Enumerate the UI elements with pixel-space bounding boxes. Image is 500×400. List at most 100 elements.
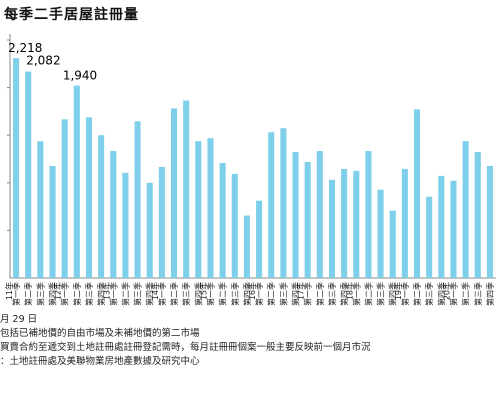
- x-tick-label: 第三季: [133, 282, 143, 306]
- bar: [256, 200, 263, 278]
- x-year-label: 18年: [344, 282, 354, 300]
- bar: [353, 170, 360, 278]
- note-line-3: ：土地註冊處及美聯物業房地產數據及研究中心: [0, 356, 200, 367]
- bar: [158, 166, 165, 278]
- x-tick-label: 第一季: [108, 282, 118, 306]
- x-tick-label: 第四季: [388, 282, 398, 306]
- x-tick-label: 第三季: [278, 282, 288, 306]
- bar: [37, 141, 44, 278]
- x-tick-label: 第三季: [327, 282, 337, 306]
- x-tick-label: 第一季: [351, 282, 361, 306]
- x-tick-label: 第一季: [303, 282, 313, 306]
- data-label: 2,218: [8, 41, 42, 55]
- bar: [280, 128, 287, 278]
- bar: [365, 151, 372, 278]
- bar: [219, 162, 226, 278]
- x-tick-label: 第三季: [230, 282, 240, 306]
- bar: [98, 135, 105, 278]
- x-tick-label: 第四季: [48, 282, 58, 306]
- x-tick-label: 第四季: [485, 282, 495, 306]
- x-tick-label: 第二季: [218, 282, 228, 306]
- bar: [486, 165, 493, 278]
- x-tick-label: 第四季: [436, 282, 446, 306]
- x-tick-label: 第二季: [412, 282, 422, 306]
- x-year-label: 16年: [247, 282, 257, 300]
- bar: [25, 71, 32, 278]
- x-tick-label: 第三季: [473, 282, 483, 306]
- x-tick-label: 第二季: [120, 282, 130, 306]
- bar: [462, 141, 469, 278]
- bar: [85, 117, 93, 278]
- x-tick-label: 第二季: [169, 282, 179, 306]
- x-tick-label: 第四季: [145, 282, 155, 306]
- x-tick-label: 第四季: [193, 282, 203, 306]
- bar: [243, 215, 250, 278]
- note-line-1: 包括已補地價的自由市場及未補地價的第二市場: [0, 328, 200, 339]
- data-label: 1,940: [63, 69, 97, 83]
- x-year-label: 11年: [4, 282, 14, 300]
- x-tick-label: 第三季: [181, 282, 191, 306]
- bar: [122, 172, 129, 278]
- bar: [134, 121, 141, 278]
- chart-notes: 月 29 日 包括已補地價的自由市場及未補地價的第二市場 買賣合約至遞交到土地註…: [0, 313, 371, 369]
- x-tick-label: 第一季: [254, 282, 264, 306]
- x-tick-label: 第一季: [400, 282, 410, 306]
- x-tick-label: 第三季: [376, 282, 386, 306]
- x-tick-label: 第二季: [461, 282, 471, 306]
- x-tick-label: 第一季: [205, 282, 215, 306]
- bar: [316, 151, 323, 278]
- x-year-label: 13年: [101, 282, 111, 300]
- data-label: 2,082: [26, 54, 60, 68]
- x-tick-label: 第四季: [242, 282, 252, 306]
- x-year-label: 15年: [198, 282, 208, 300]
- x-year-label: 14年: [150, 282, 160, 300]
- x-year-label: 20年: [441, 282, 451, 300]
- x-tick-label: 第二季: [363, 282, 373, 306]
- bar: [183, 100, 190, 278]
- note-date: 月 29 日: [0, 314, 38, 325]
- bar: [49, 165, 56, 278]
- note-line-2: 買賣合約至遞交到土地註冊處註冊登記需時，每月註冊冊個案一般主要反映前一個月市況: [0, 342, 371, 353]
- bar: [170, 108, 178, 278]
- bar: [207, 138, 214, 278]
- x-tick-label: 第二季: [23, 282, 33, 306]
- x-tick-label: 第三季: [424, 282, 434, 306]
- bar: [73, 85, 80, 278]
- bar: [438, 175, 445, 278]
- x-tick-label: 第二季: [315, 282, 325, 306]
- x-tick-label: 第二季: [266, 282, 276, 306]
- bar: [450, 180, 457, 278]
- x-tick-label: 第三季: [35, 282, 45, 306]
- x-tick-label: 第四季: [96, 282, 106, 306]
- bar-series: [13, 58, 493, 279]
- bar: [426, 196, 433, 278]
- bar: [292, 152, 299, 278]
- bar: [13, 58, 20, 278]
- chart-title: 每季二手居屋註冊量: [4, 7, 139, 23]
- bar: [110, 151, 117, 278]
- x-tick-label: 第一季: [60, 282, 70, 306]
- x-year-label: 19年: [393, 282, 403, 300]
- bar: [268, 132, 275, 278]
- x-tick-label: 第一季: [11, 282, 21, 306]
- x-tick-label: 第一季: [157, 282, 167, 306]
- x-tick-label: 第三季: [84, 282, 94, 306]
- bar: [328, 179, 336, 278]
- bar: [195, 141, 202, 278]
- bar: [304, 161, 311, 278]
- x-tick-labels: 第一季 第二季 第三季 第四季 第一季 第二季 第三季 第四季 第一季 第二季 第三季 第四季 第一季第…: [4, 282, 495, 306]
- x-tick-label: 第四季: [339, 282, 349, 306]
- bar: [474, 152, 481, 278]
- x-year-label: 12年: [53, 282, 63, 300]
- bar: [413, 109, 421, 279]
- bar: [389, 210, 396, 278]
- bar: [231, 173, 238, 278]
- x-year-label: 17年: [296, 282, 306, 300]
- bar: [401, 168, 408, 278]
- bar: [61, 119, 68, 278]
- bar: [341, 168, 348, 278]
- bar: [146, 182, 153, 278]
- x-tick-label: 第二季: [72, 282, 82, 306]
